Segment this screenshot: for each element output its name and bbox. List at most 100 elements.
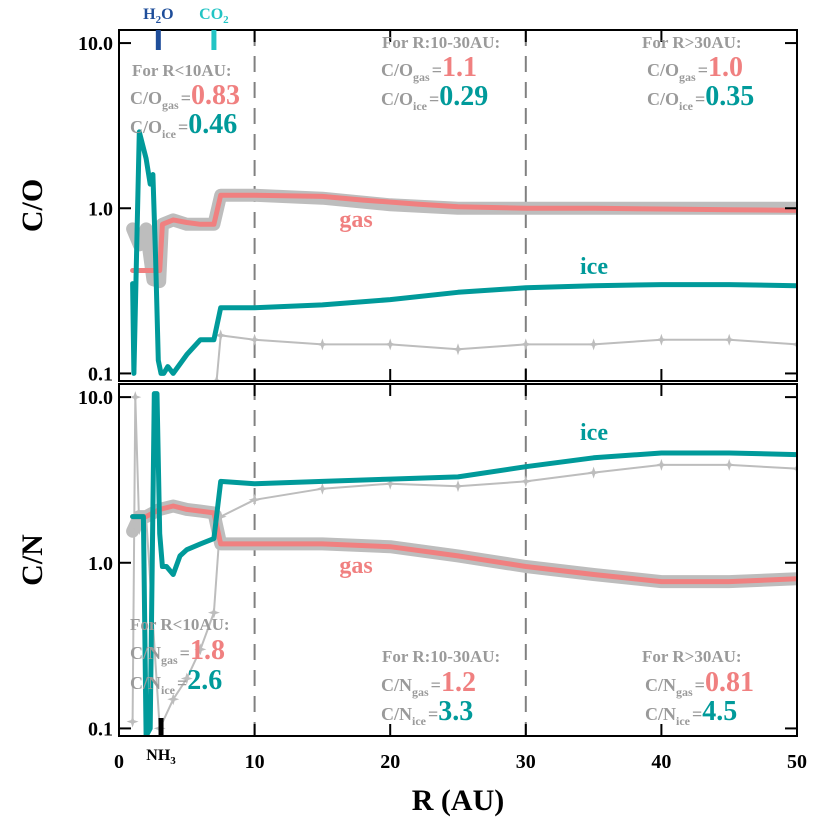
x-tick-label: 20 [380, 751, 400, 773]
snowline-label: CO2 [199, 6, 229, 26]
note-title: For R>30AU: [642, 33, 742, 52]
note-line: C/Ogas =0.83 [130, 80, 240, 112]
note-value: 1.2 [441, 667, 476, 698]
snowline-marker [211, 30, 217, 50]
star-marker [384, 338, 397, 351]
star-marker [791, 462, 797, 475]
star-marker [214, 510, 227, 523]
series-line [130, 129, 797, 376]
series-band [215, 334, 797, 381]
snowline-label: H2O [143, 6, 173, 26]
note-title: For R:10-30AU: [382, 647, 500, 666]
note-eq: = [431, 675, 441, 695]
y-tick-label: 1.0 [88, 553, 113, 575]
star-marker [126, 715, 139, 728]
star-marker [248, 333, 261, 346]
x-tick-label: 10 [245, 751, 265, 773]
note-value: 3.3 [438, 696, 473, 727]
note-eq: = [432, 60, 442, 80]
star-marker [207, 606, 220, 619]
note-eq: = [428, 704, 438, 724]
note-sub: gas [412, 685, 429, 699]
note-sub: gas [162, 98, 179, 112]
note-eq: = [698, 60, 708, 80]
note-line: C/Ngas =0.81 [645, 667, 754, 699]
note-title: For R<10AU: [132, 61, 232, 80]
note-eq: = [178, 117, 188, 137]
note-title: For R<10AU: [130, 615, 230, 634]
note-line: C/Nice =3.3 [381, 696, 473, 728]
snowline-label: NH3 [146, 747, 176, 767]
note-eq: = [180, 643, 190, 663]
note-ratio: C/O [381, 60, 413, 80]
star-marker [210, 375, 223, 381]
note-value: 1.8 [190, 635, 225, 666]
note-sub: ice [161, 683, 176, 697]
note-sub: ice [162, 127, 177, 141]
note-ratio: C/N [381, 675, 412, 695]
x-tick-label: 30 [516, 751, 536, 773]
star-marker [214, 329, 227, 342]
note-ratio: C/O [647, 89, 679, 109]
plot-frame [118, 383, 798, 737]
note-line: C/Ngas =1.8 [130, 635, 225, 667]
snowline-text: CO [199, 6, 223, 23]
note-ratio: C/N [130, 673, 161, 693]
series-line [130, 391, 797, 736]
x-tick-label: 50 [787, 751, 807, 773]
note-eq: = [695, 675, 705, 695]
star-marker [248, 493, 261, 506]
note-sub: gas [161, 653, 178, 667]
note-line: C/Ogas =1.0 [647, 52, 743, 84]
note-value: 0.29 [439, 81, 488, 112]
note-sub: ice [413, 99, 428, 113]
series-label: ice [580, 420, 608, 446]
note-eq: = [181, 88, 191, 108]
note-value: 0.81 [705, 667, 754, 698]
note-line: C/Nice =2.6 [130, 665, 222, 697]
y-tick-label: 0.1 [88, 718, 113, 740]
y-tick-label: 10.0 [78, 33, 113, 55]
series-label: gas [339, 207, 372, 233]
snowline-sub: 3 [170, 755, 176, 767]
star-marker [452, 343, 464, 356]
snowline-sub: 2 [223, 14, 229, 26]
note-ratio: C/O [130, 88, 162, 108]
x-tick-label: 0 [114, 751, 124, 773]
note-line: C/Oice =0.35 [647, 81, 754, 113]
series-label: ice [580, 254, 608, 280]
plot-area [126, 384, 797, 736]
note-ratio: C/N [130, 643, 161, 663]
note-sub: ice [679, 99, 694, 113]
y-axis-label: C/O [16, 179, 49, 232]
note-eq: = [692, 704, 702, 724]
note-value: 2.6 [187, 665, 222, 696]
star-marker [452, 480, 464, 493]
star-marker [723, 333, 736, 346]
star-marker [587, 466, 600, 479]
note-value: 0.46 [188, 109, 237, 140]
note-value: 0.35 [705, 81, 754, 112]
note-sub: ice [412, 714, 427, 728]
note-ratio: C/O [647, 60, 679, 80]
note-value: 1.1 [442, 52, 477, 83]
y-tick-label: 1.0 [88, 198, 113, 220]
note-ratio: C/N [645, 675, 676, 695]
plot-area [126, 30, 797, 381]
snowline-marker [155, 30, 161, 50]
note-sub: gas [413, 70, 430, 84]
note-value: 4.5 [702, 696, 737, 727]
note-eq: = [695, 89, 705, 109]
note-eq: = [177, 673, 187, 693]
star-marker [655, 458, 668, 471]
x-tick-label: 40 [651, 751, 671, 773]
series-line [130, 503, 797, 585]
note-value: 0.83 [191, 80, 240, 111]
star-marker [587, 338, 600, 351]
star-marker [129, 391, 142, 404]
note-ratio: C/O [381, 89, 413, 109]
star-marker [167, 693, 180, 706]
note-eq: = [429, 89, 439, 109]
x-axis-label: R (AU) [412, 784, 504, 817]
